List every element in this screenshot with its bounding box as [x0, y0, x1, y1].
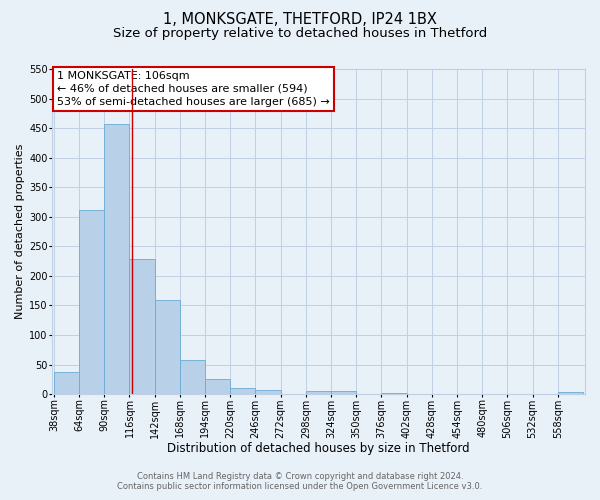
Text: Size of property relative to detached houses in Thetford: Size of property relative to detached ho… — [113, 28, 487, 40]
Bar — [331, 391, 356, 394]
Bar — [558, 392, 583, 394]
Bar — [130, 260, 155, 394]
Text: Contains public sector information licensed under the Open Government Licence v3: Contains public sector information licen… — [118, 482, 482, 491]
Text: Contains HM Land Registry data © Crown copyright and database right 2024.: Contains HM Land Registry data © Crown c… — [137, 472, 463, 481]
Bar — [205, 380, 230, 394]
Bar — [79, 210, 104, 394]
Bar — [54, 372, 79, 394]
Bar — [104, 124, 130, 394]
Bar — [306, 391, 331, 394]
Bar — [155, 300, 180, 394]
X-axis label: Distribution of detached houses by size in Thetford: Distribution of detached houses by size … — [167, 442, 470, 455]
Y-axis label: Number of detached properties: Number of detached properties — [15, 144, 25, 320]
Bar — [180, 360, 205, 394]
Bar — [256, 390, 281, 394]
Text: 1, MONKSGATE, THETFORD, IP24 1BX: 1, MONKSGATE, THETFORD, IP24 1BX — [163, 12, 437, 28]
Text: 1 MONKSGATE: 106sqm
← 46% of detached houses are smaller (594)
53% of semi-detac: 1 MONKSGATE: 106sqm ← 46% of detached ho… — [57, 70, 330, 107]
Bar — [230, 388, 256, 394]
Bar — [382, 393, 407, 394]
